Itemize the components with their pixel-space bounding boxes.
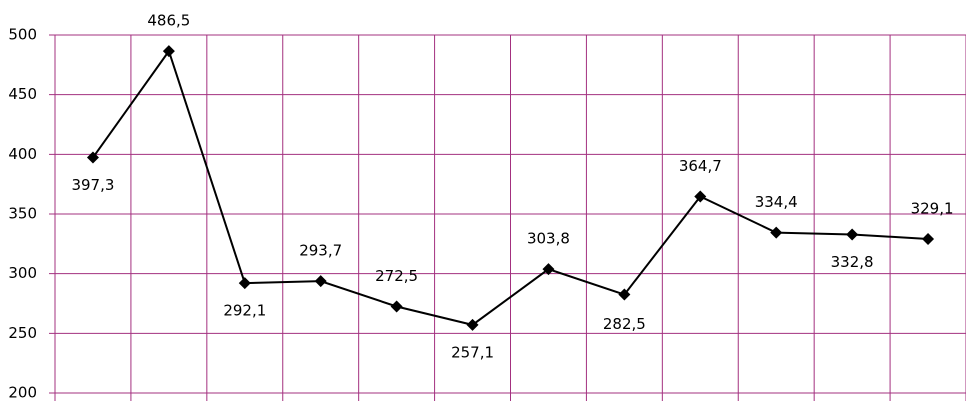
data-label: 272,5 (375, 267, 418, 285)
data-label: 397,3 (71, 176, 114, 194)
y-tick-label: 500 (8, 26, 37, 44)
data-label: 292,1 (223, 302, 266, 320)
data-point (542, 263, 555, 276)
y-tick-label: 350 (8, 205, 37, 223)
data-point (846, 228, 859, 241)
data-label: 257,1 (451, 343, 494, 361)
y-tick-label: 450 (8, 85, 37, 103)
data-point (86, 151, 99, 164)
y-tick-label: 400 (8, 145, 37, 163)
data-label: 293,7 (299, 242, 342, 260)
data-point (770, 226, 783, 239)
data-point (390, 300, 403, 313)
y-tick-label: 250 (8, 324, 37, 342)
data-point (162, 45, 175, 58)
data-label: 303,8 (527, 230, 570, 248)
data-label: 364,7 (679, 157, 722, 175)
data-point (618, 288, 631, 301)
data-label: 329,1 (911, 199, 954, 217)
data-label: 282,5 (603, 315, 646, 333)
data-label: 486,5 (147, 12, 190, 30)
data-point (922, 232, 935, 245)
y-tick-label: 300 (8, 264, 37, 282)
data-point (466, 318, 479, 331)
data-point (314, 275, 327, 288)
data-point (238, 277, 251, 290)
y-tick-label: 200 (8, 384, 37, 402)
data-line (92, 48, 929, 326)
data-label: 334,4 (755, 193, 798, 211)
data-point (694, 190, 707, 203)
data-label: 332,8 (831, 253, 874, 271)
